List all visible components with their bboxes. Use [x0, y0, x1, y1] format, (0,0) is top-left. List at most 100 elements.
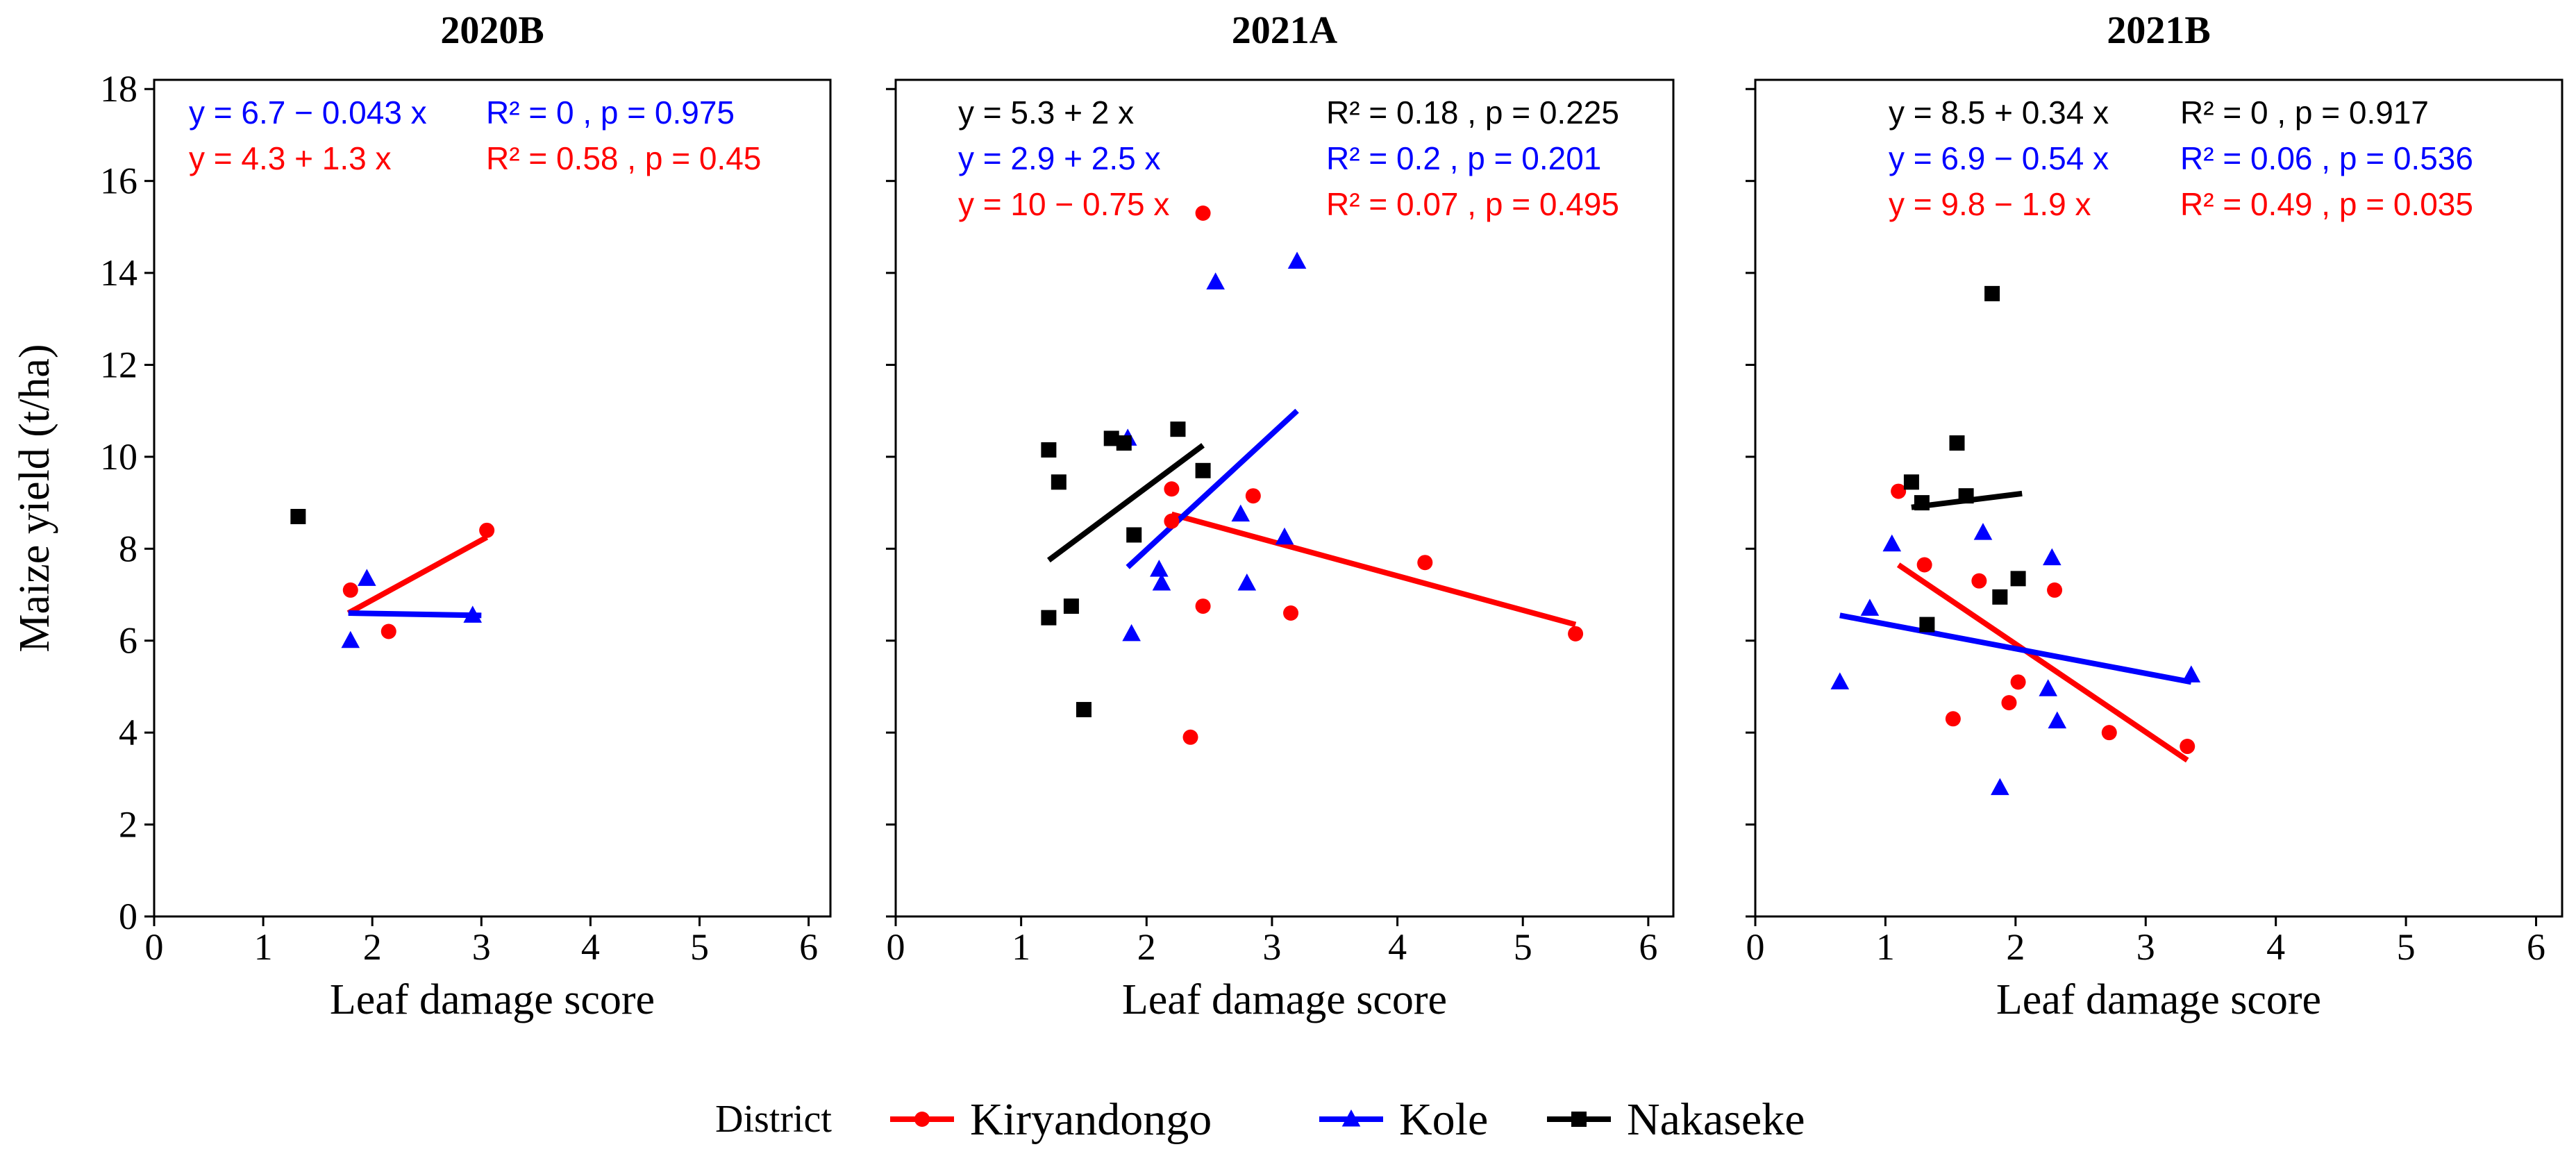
data-point-nakaseke [1041, 610, 1057, 626]
x-tick-label: 5 [2397, 926, 2416, 968]
series-kole [1830, 523, 2201, 796]
data-point-nakaseke [1051, 474, 1067, 490]
data-point-kole [2048, 711, 2067, 729]
r2-label: R² = 0 , p = 0.975 [486, 94, 735, 131]
data-point-kiryandongo [1195, 206, 1211, 221]
legend-label: Kole [1399, 1094, 1488, 1145]
x-tick-label: 6 [2527, 926, 2545, 968]
data-point-kole [1237, 573, 1257, 591]
x-tick-label: 4 [2266, 926, 2285, 968]
plot-frame [1754, 78, 2564, 918]
equation-label: y = 4.3 + 1.3 x [189, 140, 392, 176]
data-point-kole [1287, 251, 1307, 269]
legend-marker [1341, 1109, 1361, 1127]
panel-title: 2021B [2107, 9, 2210, 52]
data-point-kole [1882, 534, 1902, 552]
x-tick-label: 4 [1388, 926, 1407, 968]
data-point-kiryandongo [1164, 513, 1180, 529]
data-point-nakaseke [1076, 702, 1092, 718]
r2-label: R² = 0.07 , p = 0.495 [1326, 186, 1619, 222]
data-point-kiryandongo [1164, 481, 1180, 497]
legend-marker [1571, 1112, 1587, 1127]
series-nakaseke [1903, 285, 2026, 633]
fit-line-kole [348, 610, 482, 619]
y-tick-label: 4 [119, 712, 137, 753]
x-tick-label: 2 [1137, 926, 1156, 968]
y-tick-label: 6 [119, 620, 137, 662]
x-tick-label: 0 [1746, 926, 1765, 968]
data-point-nakaseke [1919, 617, 1935, 633]
x-tick-label: 3 [2136, 926, 2155, 968]
data-point-nakaseke [2010, 571, 2026, 587]
data-point-nakaseke [1126, 527, 1142, 543]
data-point-kiryandongo [1971, 573, 1987, 589]
data-point-kiryandongo [1568, 626, 1584, 642]
equation-label: y = 9.8 − 1.9 x [1889, 186, 2091, 222]
legend: District Kiryandongo Kole Nakaseke [715, 1094, 1805, 1145]
x-tick-label: 4 [581, 926, 600, 968]
data-point-nakaseke [1103, 430, 1119, 446]
equation-label: y = 6.7 − 0.043 x [189, 94, 427, 131]
data-point-kiryandongo [1916, 557, 1932, 573]
data-point-kole [1122, 623, 1141, 642]
x-tick-label: 0 [145, 926, 164, 968]
x-tick-label: 6 [799, 926, 818, 968]
series-nakaseke [290, 508, 306, 524]
panel-2021a: 2021A 0 1 2 3 4 5 6 Leaf damage score y = 5.3 + 2… [886, 9, 1675, 1023]
data-point-kole [1206, 272, 1225, 290]
r2-label: R² = 0.06 , p = 0.536 [2180, 140, 2473, 176]
data-point-kole [2043, 548, 2061, 566]
data-point-nakaseke [1116, 435, 1132, 451]
y-tick-label: 12 [100, 344, 137, 385]
y-tick-label: 16 [100, 160, 137, 202]
legend-title: District [715, 1098, 832, 1141]
data-point-kiryandongo [1182, 729, 1198, 745]
equation-label: y = 8.5 + 0.34 x [1889, 94, 2109, 131]
x-tick-label: 1 [1876, 926, 1895, 968]
data-point-nakaseke [1914, 495, 1930, 511]
x-tick-label: 5 [690, 926, 709, 968]
x-tick-label: 0 [887, 926, 905, 968]
data-point-kiryandongo [1417, 555, 1433, 571]
data-point-kiryandongo [2101, 725, 2117, 741]
data-point-kole [1860, 598, 1880, 616]
legend-label: Kiryandongo [970, 1094, 1212, 1145]
x-tick-label: 2 [363, 926, 382, 968]
y-tick-label: 14 [100, 252, 137, 294]
data-point-kole [1973, 523, 1993, 540]
x-tick-label: 5 [1514, 926, 1532, 968]
data-point-kole [1152, 573, 1171, 591]
y-tick-label: 10 [100, 436, 137, 478]
x-tick-label: 6 [1639, 926, 1657, 968]
data-point-kole [1275, 527, 1294, 545]
data-point-nakaseke [1063, 598, 1079, 614]
panel-title: 2020B [440, 9, 544, 52]
fit-line-kole [1839, 612, 2192, 685]
data-point-nakaseke [1992, 589, 2008, 605]
panel-2021b: 2021B 0 1 2 3 4 5 6 Leaf damage score y = 8.5 + 0… [1746, 9, 2564, 1023]
data-point-kiryandongo [2001, 695, 2017, 711]
plot-frame [153, 78, 832, 918]
data-point-kole [341, 630, 360, 648]
data-point-nakaseke [1984, 285, 2000, 301]
y-axis-label: Maize yield (t/ha) [11, 344, 58, 652]
data-point-kiryandongo [1245, 488, 1261, 504]
r2-label: R² = 0.49 , p = 0.035 [2180, 186, 2473, 222]
series-kiryandongo [1891, 483, 2196, 755]
data-point-kiryandongo [380, 623, 396, 639]
data-point-kiryandongo [2010, 674, 2026, 690]
data-point-kole [2182, 665, 2201, 682]
plot-frame [894, 78, 1675, 918]
data-point-nakaseke [1958, 488, 1974, 504]
data-point-nakaseke [290, 508, 306, 524]
data-point-nakaseke [1195, 462, 1211, 478]
x-tick-label: 1 [1012, 926, 1030, 968]
data-point-kiryandongo [1283, 605, 1299, 621]
legend-marker [914, 1112, 930, 1127]
fit-line-kiryandongo [346, 535, 489, 616]
data-point-kole [358, 569, 376, 586]
series-kole [1118, 251, 1307, 642]
data-point-nakaseke [1041, 442, 1057, 458]
